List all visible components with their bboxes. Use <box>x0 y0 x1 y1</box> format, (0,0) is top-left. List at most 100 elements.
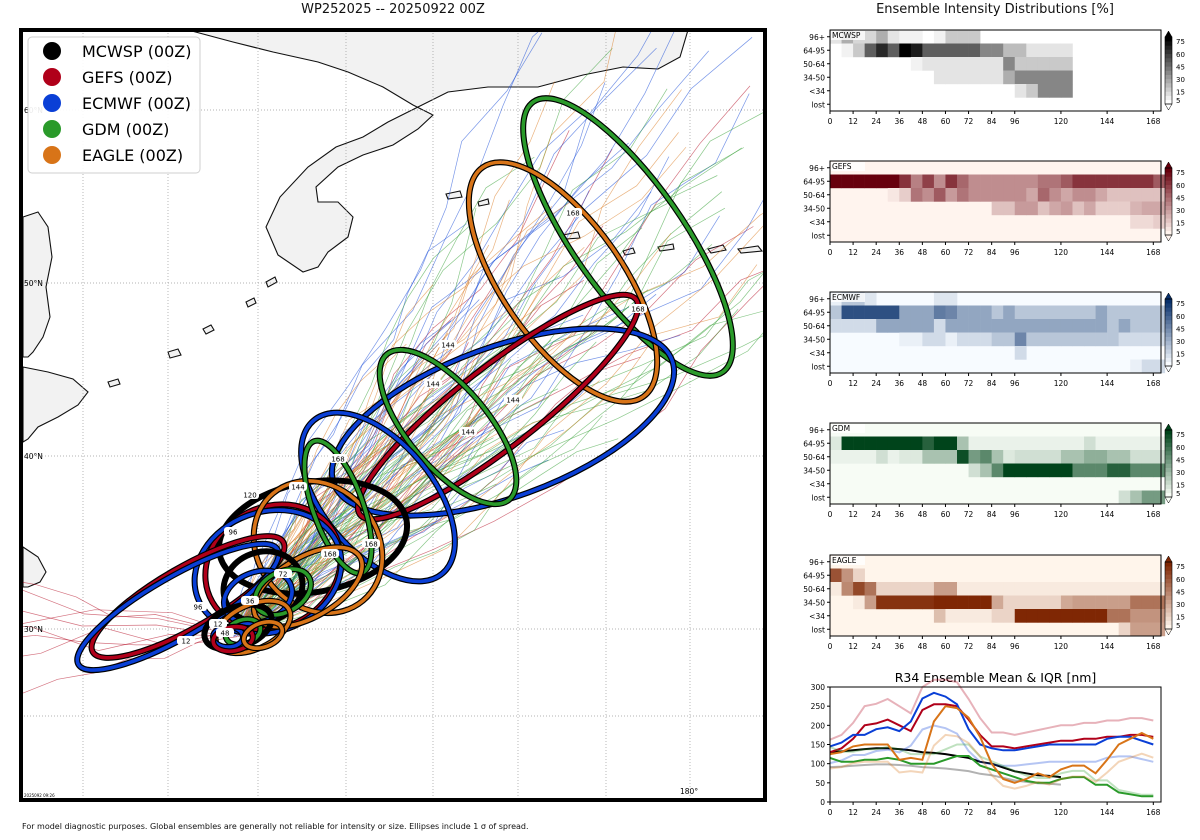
heatmap-cell <box>1014 84 1027 98</box>
colorbar-step <box>1165 353 1172 358</box>
colorbar-step <box>1165 83 1172 88</box>
colorbar-step <box>1165 438 1172 443</box>
r34-iqr-line <box>829 733 1154 790</box>
heatmap-cell <box>1153 305 1166 320</box>
legend-swatch-gdm <box>43 120 61 138</box>
heatmap-cell <box>899 450 912 464</box>
legend-label-gdm: GDM (00Z) <box>82 120 169 139</box>
heatmap-cell <box>933 30 946 44</box>
heatmap-cell <box>1118 319 1131 333</box>
x-tick-label: 144 <box>1100 379 1115 388</box>
colorbar-step <box>1165 214 1172 219</box>
colorbar-step <box>1165 87 1172 92</box>
heatmap-cell <box>876 582 889 596</box>
ellipse-label-bg <box>289 482 307 491</box>
x-tick-label: 48 <box>918 642 928 651</box>
colorbar-step <box>1165 612 1172 617</box>
colorbar-step <box>1165 345 1172 350</box>
x-tick-label: 0 <box>828 379 833 388</box>
heatmap-cell <box>945 57 958 71</box>
heatmap-cell <box>1014 332 1027 347</box>
heatmap-cell <box>933 436 946 451</box>
colorbar-tick-label: 30 <box>1176 76 1185 84</box>
kuril-4 <box>245 297 257 308</box>
heatmap-cell <box>841 436 854 451</box>
colorbar-extend-min <box>1164 103 1173 111</box>
heatmap-cell <box>910 188 923 202</box>
heatmap-cell <box>1130 215 1143 229</box>
heatmap-cell <box>1049 43 1062 58</box>
colorbar-step <box>1165 168 1172 173</box>
heatmap-cell <box>1153 595 1166 610</box>
heatmap-cell <box>980 609 992 623</box>
heatmap-cell <box>1060 332 1073 347</box>
colorbar-step <box>1165 70 1172 75</box>
heatmap-cell <box>1037 609 1050 623</box>
colorbar-step <box>1165 193 1172 198</box>
ellipse-label-bg <box>329 454 347 463</box>
heatmap-cell <box>980 595 992 610</box>
panel-name-bg <box>831 556 865 565</box>
heatmap-cell <box>980 332 992 347</box>
colorbar-step <box>1165 57 1172 63</box>
x-tick-label: 60 <box>941 379 951 388</box>
ellipse-label: 12 <box>182 638 191 646</box>
timestamp-stamp: 2025092 09:26 <box>24 793 55 798</box>
heatmap-cell <box>1060 188 1073 202</box>
heatmap-cell <box>980 450 992 464</box>
x-tick-label: 144 <box>1100 510 1115 519</box>
ellipse-label: 36 <box>246 598 255 606</box>
heatmap-cell <box>1118 174 1131 189</box>
heatmap-cell <box>1014 201 1027 216</box>
heatmap-cell <box>830 568 842 583</box>
heatmap-cell <box>957 595 969 610</box>
heatmap-cell <box>1084 332 1096 347</box>
heatmap-cell <box>933 609 946 623</box>
heatmap-cell <box>922 57 935 71</box>
x-tick-label: 168 <box>1146 379 1161 388</box>
heatmap-cell <box>1141 609 1154 623</box>
panel-name: GEFS <box>832 162 852 171</box>
heatmap-cell <box>922 174 935 189</box>
colorbar-step <box>1165 99 1172 105</box>
heatmap-cell <box>853 43 865 58</box>
colorbar-tick-label: 75 <box>1176 431 1185 439</box>
ellipse-label: 144 <box>291 484 305 492</box>
heatmap-cell <box>1014 57 1027 71</box>
heatmap-cell <box>991 463 1004 478</box>
heatmap-cell <box>1003 174 1016 189</box>
heatmap-cell <box>1014 346 1027 360</box>
heatmap-cell <box>991 57 1004 71</box>
heatmap-cell <box>1072 174 1085 189</box>
heatmap-cell <box>1107 188 1119 202</box>
colorbar-tick-label: 15 <box>1176 350 1185 358</box>
colorbar-step <box>1165 188 1172 194</box>
x-tick-label: 120 <box>1054 510 1069 519</box>
heatmap-cell <box>1118 490 1131 505</box>
x-tick-label: 96 <box>1010 808 1020 817</box>
colorbar-tick-label: 5 <box>1176 97 1180 105</box>
heatmap-cell <box>957 436 969 451</box>
heatmap-cell <box>1049 305 1062 320</box>
heatmap-cell <box>1107 582 1119 596</box>
colorbar-step <box>1165 595 1172 600</box>
heatmap-cell <box>1003 436 1016 451</box>
heatmap-cell <box>1060 609 1073 623</box>
heatmap-cell <box>957 174 969 189</box>
heatmap-cell <box>1084 582 1096 596</box>
x-tick-label: 96 <box>1010 248 1020 257</box>
legend-label-mcwsp: MCWSP (00Z) <box>82 42 192 61</box>
x-tick-label: 84 <box>987 248 997 257</box>
row-label: 64-95 <box>803 571 825 580</box>
x-tick-label: 168 <box>1146 510 1161 519</box>
heatmap-cell <box>1095 332 1108 347</box>
x-tick-label: 120 <box>1054 642 1069 651</box>
colorbar-tick-label: 15 <box>1176 88 1185 96</box>
forecast-ellipse <box>211 624 255 654</box>
heatmap-cell <box>853 436 865 451</box>
heatmap-cell <box>1049 201 1062 216</box>
heatmap-cell <box>1095 201 1108 216</box>
colorbar-tick-label: 5 <box>1176 490 1180 498</box>
colorbar-step <box>1165 349 1172 354</box>
